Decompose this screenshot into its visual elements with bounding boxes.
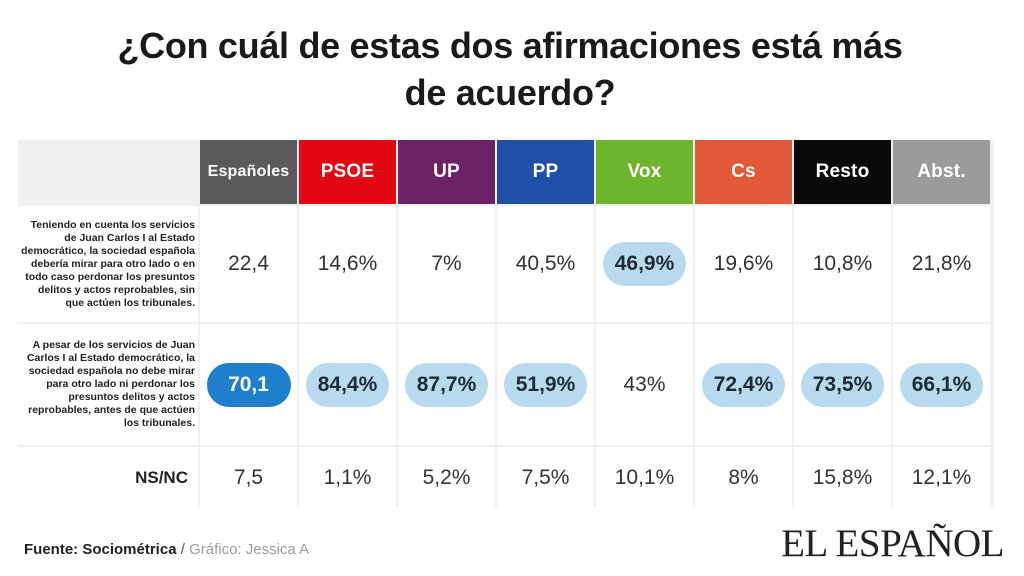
column-header-espaoles: Españoles bbox=[200, 140, 297, 204]
table-cell: 7,5% bbox=[497, 447, 594, 508]
highlight-pill: 51,9% bbox=[503, 362, 588, 407]
cell-value: 40,5% bbox=[515, 252, 576, 275]
table-cell: 5,2% bbox=[398, 447, 495, 508]
cell-value: 22,4 bbox=[228, 252, 269, 275]
cell-value: 14,6% bbox=[317, 252, 378, 275]
highlight-pill: 72,4% bbox=[701, 362, 786, 407]
table-cell: 8% bbox=[695, 447, 792, 508]
cell-value: 12,1% bbox=[911, 465, 972, 489]
table-cell: 46,9% bbox=[596, 206, 693, 322]
cell-value: 5,2% bbox=[422, 465, 471, 489]
table-cell: 84,4% bbox=[299, 324, 396, 445]
column-header-abst: Abst. bbox=[893, 140, 990, 204]
table-cell: 14,6% bbox=[299, 206, 396, 322]
highlight-pill: 66,1% bbox=[899, 362, 984, 407]
table-cell: 10,1% bbox=[596, 447, 693, 508]
highlight-pill: 84,4% bbox=[305, 362, 390, 407]
table-cell: 22,4 bbox=[200, 206, 297, 322]
cell-value: 43% bbox=[623, 372, 666, 396]
cell-value: 1,1% bbox=[323, 465, 372, 489]
table-cell: 10,8% bbox=[794, 206, 891, 322]
chart-title-line-1: ¿Con cuál de estas dos afirmaciones está… bbox=[117, 25, 903, 66]
chart-title: ¿Con cuál de estas dos afirmaciones está… bbox=[100, 22, 920, 116]
brand-logo: EL ESPAÑOL bbox=[781, 522, 1004, 565]
cell-value: 10,8% bbox=[812, 252, 873, 275]
table-cell: 70,1 bbox=[200, 324, 297, 445]
highlight-pill: 87,7% bbox=[404, 362, 489, 407]
cell-value: 7,5 bbox=[233, 465, 264, 489]
column-header-up: UP bbox=[398, 140, 495, 204]
row-label: Teniendo en cuenta los servicios de Juan… bbox=[18, 206, 198, 322]
author-label: Gráfico: Jessica A bbox=[189, 541, 310, 558]
highlight-pill: 70,1 bbox=[206, 362, 291, 407]
row-label: NS/NC bbox=[18, 447, 198, 508]
cell-value: 8% bbox=[728, 465, 759, 489]
column-header-pp: PP bbox=[497, 140, 594, 204]
table-cell: 40,5% bbox=[497, 206, 594, 322]
cell-value: 10,1% bbox=[614, 465, 675, 489]
cell-value: 15,8% bbox=[812, 465, 873, 489]
cell-value: 7,5% bbox=[521, 465, 570, 489]
table-cell: 66,1% bbox=[893, 324, 990, 445]
table-cell: 7,5 bbox=[200, 447, 297, 508]
column-header-cs: Cs bbox=[695, 140, 792, 204]
table-cell: 19,6% bbox=[695, 206, 792, 322]
table-cell: 51,9% bbox=[497, 324, 594, 445]
table-cell: 43% bbox=[596, 324, 693, 445]
table-cell: 21,8% bbox=[893, 206, 990, 322]
table-cell: 72,4% bbox=[695, 324, 792, 445]
source-label: Fuente: Sociométrica bbox=[24, 541, 177, 558]
cell-value: 19,6% bbox=[713, 252, 774, 275]
source-footer: Fuente: Sociométrica / Gráfico: Jessica … bbox=[24, 541, 309, 558]
highlight-pill: 73,5% bbox=[800, 362, 885, 407]
chart-title-line-2: de acuerdo? bbox=[404, 72, 616, 113]
table-cell: 7% bbox=[398, 206, 495, 322]
column-header-resto: Resto bbox=[794, 140, 891, 204]
column-header-vox: Vox bbox=[596, 140, 693, 204]
table-cell: 15,8% bbox=[794, 447, 891, 508]
footer-separator: / bbox=[176, 541, 190, 558]
table-cell: 87,7% bbox=[398, 324, 495, 445]
column-header-psoe: PSOE bbox=[299, 140, 396, 204]
table-cell: 12,1% bbox=[893, 447, 990, 508]
table-cell: 1,1% bbox=[299, 447, 396, 508]
row-label: A pesar de los servicios de Juan Carlos … bbox=[18, 324, 198, 445]
highlight-pill: 46,9% bbox=[602, 242, 687, 286]
results-table: Españoles PSOE UP PP Vox Cs Resto Abst. Teniendo… bbox=[18, 140, 994, 508]
cell-value: 21,8% bbox=[911, 252, 972, 275]
cell-value: 7% bbox=[431, 252, 462, 275]
table-cell: 73,5% bbox=[794, 324, 891, 445]
